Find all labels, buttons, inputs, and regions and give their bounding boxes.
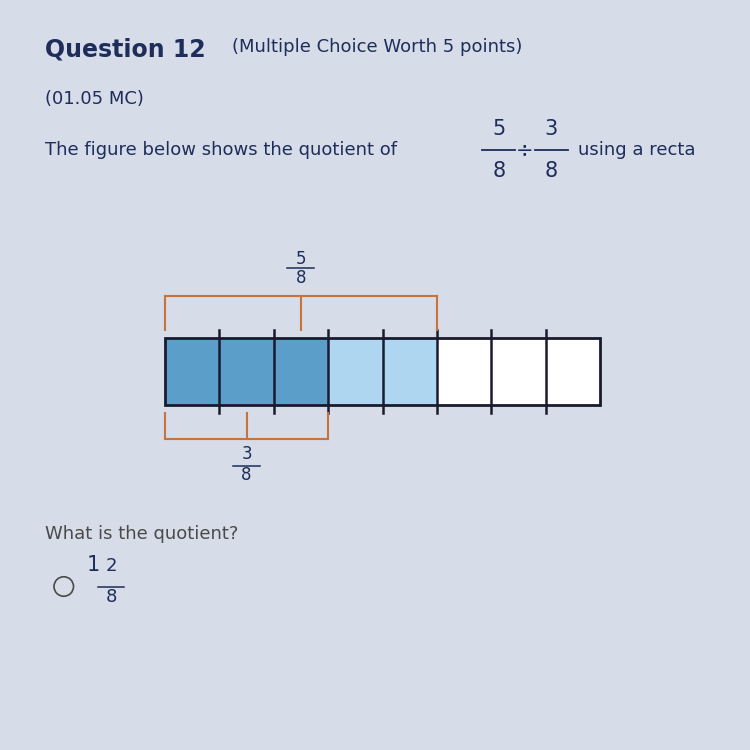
Text: 2: 2 xyxy=(105,557,117,575)
Bar xyxy=(328,338,382,405)
Text: 8: 8 xyxy=(544,161,558,182)
Text: 5: 5 xyxy=(296,250,306,268)
Bar xyxy=(436,338,491,405)
Bar xyxy=(219,338,274,405)
Bar xyxy=(491,338,545,405)
Text: (01.05 MC): (01.05 MC) xyxy=(45,90,144,108)
Text: 8: 8 xyxy=(296,269,306,287)
Text: 8: 8 xyxy=(492,161,506,182)
Text: (Multiple Choice Worth 5 points): (Multiple Choice Worth 5 points) xyxy=(232,38,523,56)
Bar xyxy=(165,338,219,405)
Text: 8: 8 xyxy=(105,588,117,606)
Text: 1: 1 xyxy=(86,555,100,575)
Text: 3: 3 xyxy=(242,445,252,463)
Text: What is the quotient?: What is the quotient? xyxy=(45,525,238,543)
Bar xyxy=(382,338,436,405)
Text: 3: 3 xyxy=(544,118,558,139)
Text: ÷: ÷ xyxy=(516,140,534,160)
Text: 8: 8 xyxy=(242,466,252,484)
Bar xyxy=(545,338,600,405)
Bar xyxy=(165,338,600,405)
Text: using a recta: using a recta xyxy=(578,141,695,159)
Text: The figure below shows the quotient of: The figure below shows the quotient of xyxy=(45,141,403,159)
Bar xyxy=(274,338,328,405)
Text: 5: 5 xyxy=(492,118,506,139)
Text: Question 12: Question 12 xyxy=(45,38,206,62)
